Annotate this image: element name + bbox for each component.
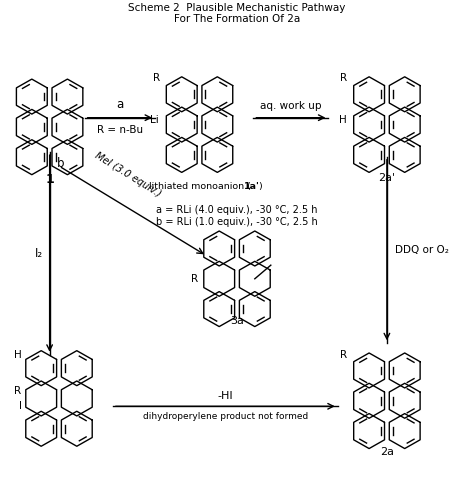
Text: -HI: -HI	[218, 391, 233, 401]
Text: lithiated monoanion (: lithiated monoanion (	[148, 182, 250, 191]
Text: I: I	[18, 401, 22, 411]
Text: b: b	[57, 157, 64, 170]
Text: R: R	[191, 274, 198, 284]
Text: I₂: I₂	[35, 247, 43, 260]
Text: DDQ or O₂: DDQ or O₂	[395, 245, 449, 255]
Text: a = RLi (4.0 equiv.), -30 °C, 2.5 h: a = RLi (4.0 equiv.), -30 °C, 2.5 h	[156, 205, 318, 215]
Text: b = RLi (1.0 equiv.), -30 °C, 2.5 h: b = RLi (1.0 equiv.), -30 °C, 2.5 h	[156, 217, 318, 227]
Text: 1a': 1a'	[244, 182, 260, 191]
Text: H: H	[338, 115, 346, 125]
Text: Li: Li	[150, 115, 159, 125]
Text: 2a': 2a'	[378, 173, 395, 183]
Text: R: R	[153, 73, 160, 83]
Text: R: R	[340, 350, 347, 359]
Text: R = n-Bu: R = n-Bu	[97, 125, 143, 135]
Text: ): )	[258, 182, 262, 191]
Text: a: a	[116, 98, 124, 111]
Text: MeI (3.0 equiv.): MeI (3.0 equiv.)	[93, 151, 163, 199]
Text: 2a: 2a	[380, 447, 394, 457]
Text: dihydroperylene product not formed: dihydroperylene product not formed	[143, 412, 308, 421]
Text: H: H	[14, 350, 22, 359]
Text: 3a: 3a	[230, 316, 244, 326]
Title: Scheme 2  Plausible Mechanistic Pathway
For The Formation Of 2a: Scheme 2 Plausible Mechanistic Pathway F…	[128, 3, 346, 25]
Text: aq. work up: aq. work up	[260, 101, 322, 111]
Text: 1: 1	[45, 173, 54, 186]
Text: R: R	[340, 73, 347, 83]
Text: R: R	[14, 386, 21, 396]
